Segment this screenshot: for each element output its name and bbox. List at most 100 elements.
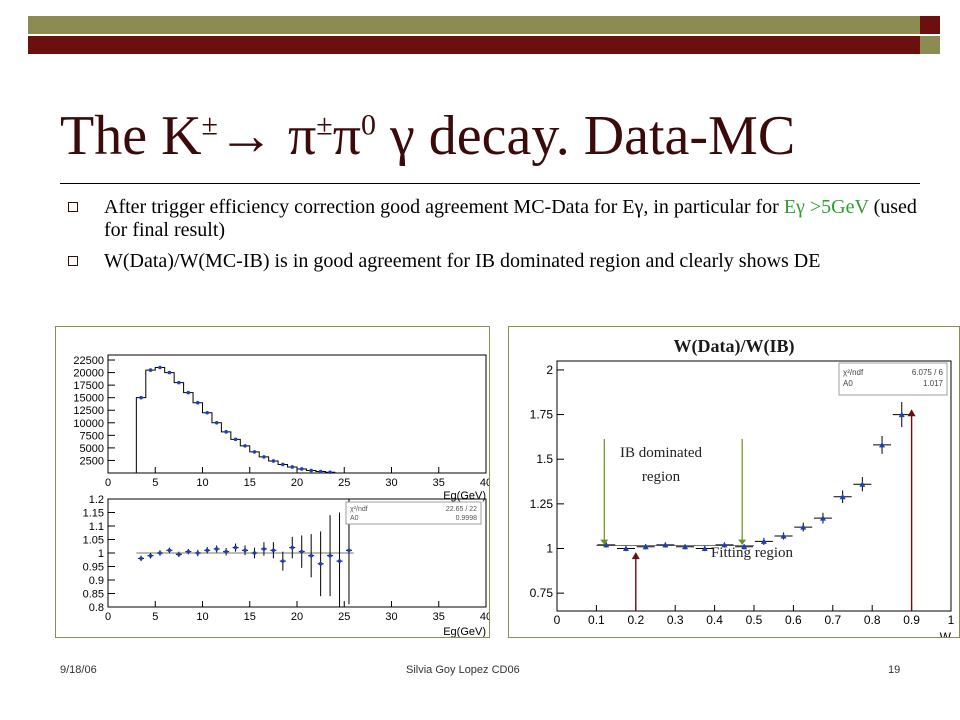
hist-data-point — [290, 465, 295, 469]
bullet-2: W(Data)/W(MC-IB) is in good agreement fo… — [60, 250, 920, 273]
hist-xtick-label: 5 — [152, 477, 158, 489]
footer-author: Silvia Goy Lopez CD06 — [406, 664, 520, 676]
w-stats-value: 1.017 — [923, 379, 944, 388]
fit-region-arrowhead — [907, 409, 916, 417]
hist-xtick-label: 15 — [244, 477, 256, 489]
ratio-ytick-label: 1.15 — [83, 508, 104, 520]
hist-xlabel: Eg(GeV) — [443, 490, 486, 502]
w-data-point — [741, 543, 748, 550]
title-pi2: π — [332, 105, 362, 167]
right-figure-panel: 0 0.1 0.2 0.3 0.4 0.5 0.6 0.7 0.8 0.9 1 0.75 1 1.25 1.… — [508, 326, 960, 644]
hist-data-point — [214, 420, 219, 425]
w-xtick-label: 0.6 — [785, 613, 802, 627]
ib-dominated-label-line2: region — [642, 469, 681, 485]
hist-data-point — [252, 450, 257, 454]
w-data-point — [839, 493, 846, 500]
w-ytick-label: 2 — [546, 363, 553, 377]
w-data-point — [603, 541, 610, 548]
ratio-ytick-label: 0.9 — [89, 575, 104, 587]
ib-region-arrowhead — [738, 539, 747, 545]
ratio-ytick-label: 1.2 — [89, 494, 104, 506]
hist-data-point — [233, 437, 238, 442]
w-xtick-label: 0.8 — [864, 613, 881, 627]
ratio-xtick-label: 30 — [385, 611, 397, 623]
ratio-data-point — [318, 562, 323, 566]
fitting-region-label: Fitting region — [711, 545, 794, 561]
w-data-point — [760, 538, 767, 544]
ratio-data-point — [158, 551, 162, 555]
hist-data-point — [309, 468, 313, 473]
ratio-stats-value: 22.65 / 22 — [446, 506, 477, 513]
hist-data-point — [148, 368, 153, 372]
bullet-2-text: W(Data)/W(MC-IB) is in good agreement fo… — [104, 250, 821, 272]
ratio-data-point — [214, 547, 219, 551]
ratio-data-point — [299, 549, 304, 554]
w-xtick-label: 0 — [554, 613, 561, 627]
hist-ytick-label: 12500 — [73, 405, 104, 417]
w-xtick-label: 0.9 — [903, 613, 920, 627]
w-xtick-label: 0.5 — [746, 613, 763, 627]
hist-data-point — [281, 462, 285, 467]
ratio-ytick-label: 1.1 — [89, 521, 104, 533]
title-sup3: 0 — [361, 108, 377, 142]
ratio-data-point — [252, 551, 257, 555]
hist-ytick-label: 10000 — [73, 418, 104, 430]
w-frame — [556, 360, 952, 612]
header-square-bottom — [920, 36, 940, 54]
hist-xtick-label: 25 — [338, 477, 350, 489]
bullet-square-icon — [68, 256, 78, 266]
ratio-data-point — [139, 556, 143, 561]
w-xtick-label: 0.2 — [627, 613, 644, 627]
hist-ytick-label: 22500 — [73, 355, 104, 367]
ratio-xtick-label: 20 — [291, 611, 303, 623]
hist-xtick-label: 0 — [105, 477, 111, 489]
footer-page-number: 19 — [888, 664, 901, 676]
w-data-point — [819, 515, 826, 521]
w-data-point — [701, 545, 708, 551]
hist-data-point — [205, 410, 210, 415]
ratio-data-point — [224, 549, 228, 554]
ratio-data-point — [347, 548, 351, 553]
title-rest: γ decay. Data-MC — [376, 105, 796, 167]
hist-data-point — [139, 395, 143, 400]
hist-ytick-label: 5000 — [80, 443, 104, 455]
ratio-xtick-label: 25 — [338, 611, 350, 623]
fit-region-arrowhead — [631, 552, 640, 560]
header-bar-bottom — [28, 36, 940, 54]
ratio-stats-box — [345, 501, 482, 525]
hist-xtick-label: 20 — [291, 477, 303, 489]
hist-data-point — [328, 470, 332, 475]
title-arrow: → — [217, 105, 274, 167]
w-stats-label: A0 — [843, 379, 853, 388]
hist-data-point — [318, 469, 323, 474]
hist-ytick-label: 17500 — [73, 380, 104, 392]
ratio-stats-label: A0 — [350, 515, 359, 522]
ratio-ytick-label: 1 — [98, 548, 104, 560]
ratio-data-point — [167, 548, 172, 553]
hist-xtick-label: 30 — [385, 477, 397, 489]
hist-data-point — [271, 459, 276, 463]
title-k: The K — [60, 105, 202, 167]
ratio-stats-value: 0.9998 — [456, 515, 478, 522]
w-data-point — [898, 411, 905, 418]
bullet-square-icon — [68, 202, 78, 212]
hist-data-point — [167, 370, 172, 375]
bullet-1-text: After trigger efficiency correction good… — [104, 196, 917, 241]
header-square-top — [920, 16, 940, 34]
ib-region-arrowhead — [600, 539, 609, 545]
right-figure: 0 0.1 0.2 0.3 0.4 0.5 0.6 0.7 0.8 0.9 1 0.75 1 1.25 1.… — [530, 336, 955, 644]
ratio-xtick-label: 10 — [196, 611, 208, 623]
hist-data-point — [299, 467, 304, 471]
hist-data-point — [158, 365, 162, 370]
title-sup1: ± — [201, 108, 218, 142]
ratio-data-point — [271, 548, 276, 553]
footer-date: 9/18/06 — [60, 664, 97, 676]
ratio-ytick-label: 0.8 — [89, 602, 104, 614]
w-xtick-label: 1 — [948, 613, 955, 627]
hist-data-point — [186, 390, 191, 395]
w-data-point — [642, 543, 649, 550]
hist-ytick-label: 20000 — [73, 368, 104, 380]
bullet-1: After trigger efficiency correction good… — [60, 196, 920, 242]
hist-outline — [135, 367, 336, 473]
w-data-point — [800, 524, 807, 530]
